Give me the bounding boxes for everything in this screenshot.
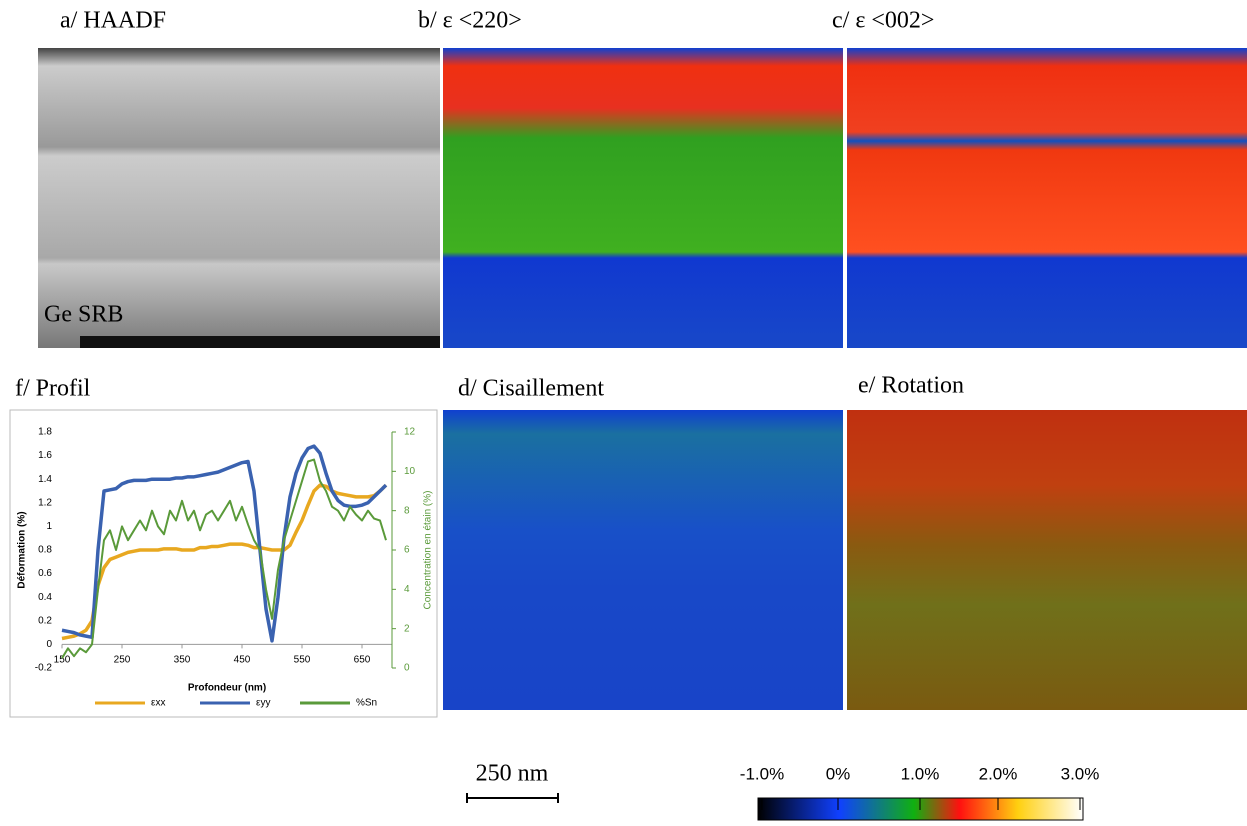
panel-label: e/ Rotation (858, 373, 964, 399)
y-tick-label: 0 (46, 639, 52, 650)
y-tick-label: -0.2 (35, 663, 53, 674)
scale-label: 250 nm (476, 761, 549, 787)
chart-frame (9, 409, 438, 718)
colorbar-label: 2.0% (979, 764, 1018, 783)
legend-label: %Sn (356, 698, 377, 709)
panel-label: c/ ε <002> (832, 8, 934, 34)
x-tick-label: 650 (354, 655, 371, 666)
y-tick-label: 1 (46, 521, 52, 532)
series-line (61, 458, 387, 659)
colorbar-label: -1.0% (740, 764, 784, 783)
y-tick-label: 0.6 (38, 568, 52, 579)
y-axis-title: Déformation (%) (17, 511, 28, 588)
y2-tick-label: 8 (404, 505, 410, 516)
y2-tick-label: 0 (404, 663, 410, 674)
x-tick-label: 150 (54, 655, 71, 666)
image-note: Ge SRB (44, 302, 123, 328)
panel-label: a/ HAADF (60, 8, 166, 34)
x-tick-label: 250 (114, 655, 131, 666)
series-line (61, 444, 388, 643)
x-tick-label: 450 (234, 655, 251, 666)
panel-label: f/ Profil (15, 376, 91, 402)
y2-tick-label: 4 (404, 584, 410, 595)
legend-label: εyy (256, 698, 270, 709)
rotation-map (847, 410, 1247, 710)
shear-map (443, 410, 843, 710)
y2-tick-label: 12 (404, 427, 416, 438)
y-tick-label: 0.2 (38, 615, 52, 626)
x-axis-title: Profondeur (nm) (188, 683, 266, 694)
legend-label: εxx (151, 698, 165, 709)
y-tick-label: 0.4 (38, 592, 52, 603)
colorbar-label: 3.0% (1061, 764, 1100, 783)
y2-tick-label: 2 (404, 623, 410, 634)
y-tick-label: 1.8 (38, 427, 52, 438)
panel-label: b/ ε <220> (418, 8, 522, 34)
y2-axis-title: Concentration en étain (%) (423, 491, 434, 610)
strain-map (443, 48, 843, 348)
y-tick-label: 0.8 (38, 545, 52, 556)
y2-tick-label: 10 (404, 466, 416, 477)
y-tick-label: 1.4 (38, 474, 52, 485)
image-edge (80, 336, 440, 348)
panel-label: d/ Cisaillement (458, 376, 604, 402)
colorbar-label: 0% (826, 764, 851, 783)
x-tick-label: 350 (174, 655, 191, 666)
colorbar-label: 1.0% (901, 764, 940, 783)
y-tick-label: 1.2 (38, 497, 52, 508)
haadf-image (38, 48, 440, 348)
strain-map (847, 48, 1247, 348)
y-tick-label: 1.6 (38, 450, 52, 461)
x-tick-label: 550 (294, 655, 311, 666)
y2-tick-label: 6 (404, 545, 410, 556)
